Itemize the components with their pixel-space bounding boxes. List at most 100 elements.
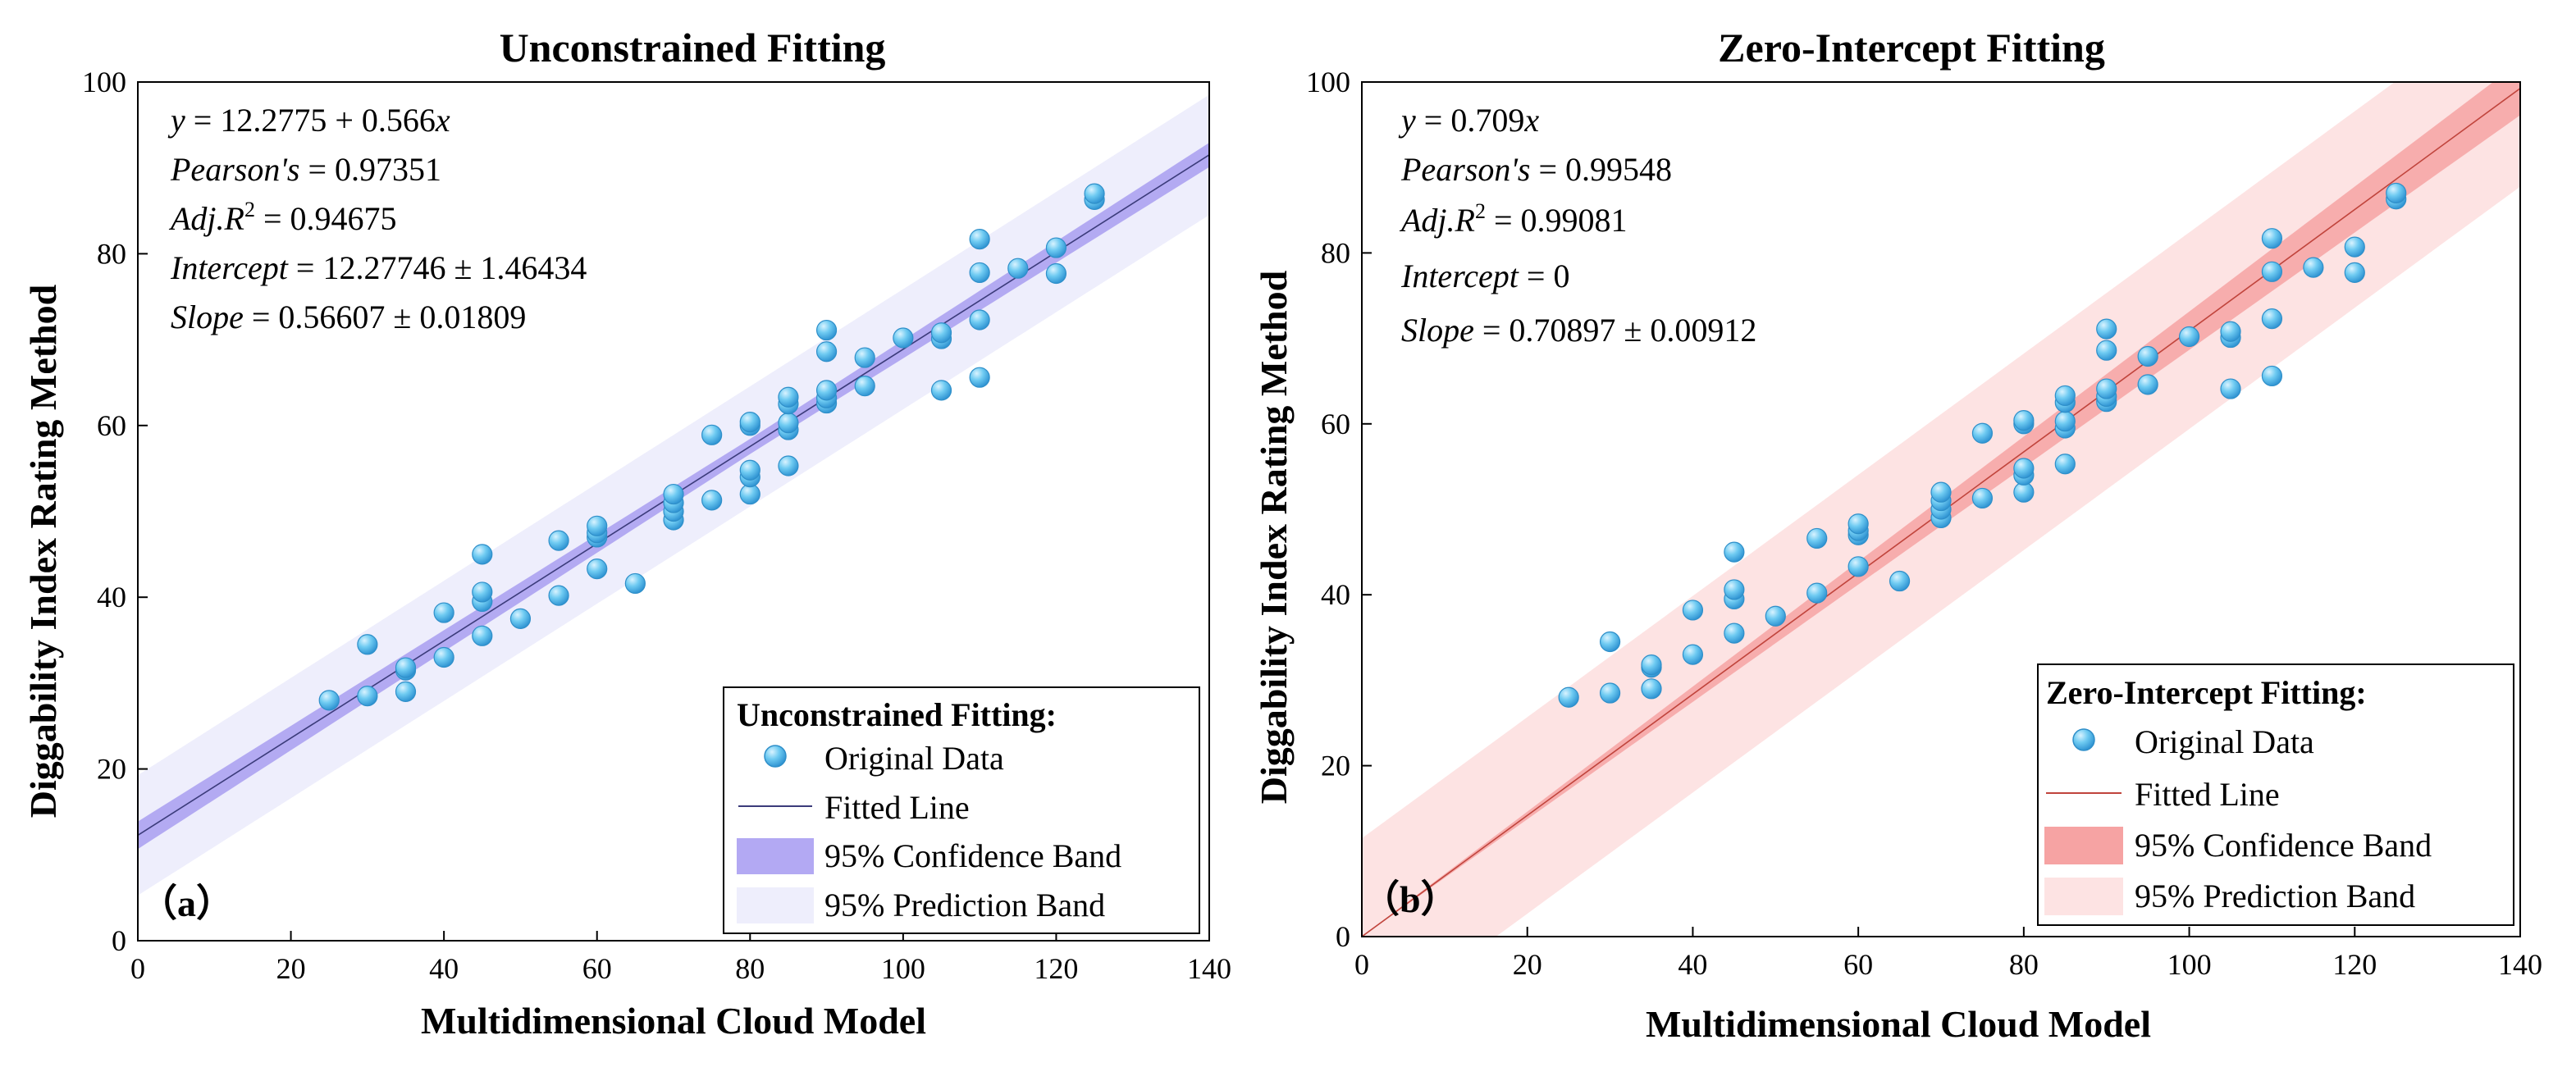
chart-title: Zero-Intercept Fitting (1718, 25, 2105, 71)
legend-pi-swatch (737, 887, 814, 923)
legend: Unconstrained Fitting: Original Data Fit… (723, 686, 1200, 934)
y-tick-label: 0 (112, 924, 126, 957)
x-tick-label: 0 (130, 952, 145, 985)
data-point (1724, 579, 1745, 600)
data-point (509, 608, 532, 629)
data-point (1765, 605, 1786, 627)
plot-frame (1361, 81, 2521, 937)
data-point (1971, 487, 1994, 509)
data-point (1724, 541, 1745, 563)
slope-text: Slope = 0.56607 ± 0.01809 (171, 299, 526, 335)
x-tick-label: 40 (429, 952, 459, 985)
data-point (548, 530, 569, 551)
data-point (1045, 237, 1067, 258)
x-tick-label: 60 (582, 952, 612, 985)
x-tick-label: 20 (1513, 948, 1542, 981)
fit-annotation: y = 12.2775 + 0.566x Pearson's = 0.97351… (167, 102, 587, 335)
legend-item-prediction-band: 95% Prediction Band (824, 887, 1105, 923)
y-tick-label: 100 (82, 66, 126, 98)
axis-ticks: 0 20 40 60 80 100 120 140 0 20 40 60 80 100 (82, 66, 1231, 985)
data-point (1848, 556, 1869, 577)
legend-ci-swatch (2044, 827, 2123, 864)
data-point (701, 424, 723, 445)
data-point (1682, 644, 1704, 665)
data-point (815, 319, 838, 341)
x-tick-label: 20 (276, 952, 306, 985)
data-point (318, 690, 340, 711)
data-point (624, 572, 646, 595)
data-point (2261, 365, 2283, 387)
data-point (663, 483, 684, 505)
data-point (2096, 378, 2117, 399)
x-tick-label: 100 (881, 952, 925, 985)
y-tick-label: 60 (1321, 408, 1350, 440)
legend-item-confidence-band: 95% Confidence Band (2135, 827, 2432, 864)
data-point (930, 322, 952, 344)
data-point (969, 367, 990, 388)
data-point (1084, 183, 1105, 204)
legend-point-marker (2072, 728, 2095, 751)
data-point (1724, 622, 1745, 644)
y-tick-label: 60 (97, 409, 126, 442)
data-point (2261, 308, 2283, 330)
data-point (1641, 654, 1662, 676)
data-point (739, 412, 760, 433)
legend-item-fitted-line: Fitted Line (824, 789, 970, 826)
panel-unconstrained: Unconstrained Fitting 0 20 40 60 80 100 120 140… (22, 25, 1231, 1042)
data-point (1641, 678, 1662, 700)
y-tick-label: 20 (97, 753, 126, 786)
panel-zero-intercept: Zero-Intercept Fitting 0 20 40 60 80 100 120 14… (1253, 25, 2542, 1045)
data-point (2261, 261, 2283, 282)
x-tick-label: 120 (1034, 952, 1078, 985)
data-points (1558, 182, 2407, 708)
x-tick-label: 60 (1843, 948, 1873, 981)
data-point (1930, 481, 1952, 503)
y-tick-label: 40 (97, 581, 126, 613)
data-point (2220, 378, 2241, 399)
data-point (2344, 262, 2365, 283)
data-point (2013, 410, 2035, 431)
data-point (1889, 570, 1911, 592)
y-tick-label: 80 (1321, 236, 1350, 269)
x-tick-label: 100 (2167, 948, 2212, 981)
data-point (815, 380, 838, 401)
x-tick-label: 140 (2498, 948, 2542, 981)
x-axis-label: Multidimensional Cloud Model (1646, 1003, 2151, 1045)
data-point (1599, 631, 1621, 653)
equation-text: y = 12.2775 + 0.566x (167, 102, 450, 139)
legend-title: Zero-Intercept Fitting: (2046, 674, 2367, 711)
intercept-text: Intercept = 0 (1400, 258, 1569, 294)
data-point (930, 380, 952, 401)
data-point (701, 490, 723, 511)
pearson-text: Pearson's = 0.97351 (170, 151, 441, 188)
legend-item-original-data: Original Data (824, 740, 1004, 777)
data-point (587, 559, 608, 580)
pearson-text: Pearson's = 0.99548 (1400, 151, 1672, 188)
data-point (433, 602, 454, 623)
data-point (395, 681, 417, 702)
data-point (739, 459, 760, 481)
y-tick-label: 100 (1306, 66, 1350, 98)
adj-r2-text: Adj.R2 = 0.99081 (1399, 199, 1628, 239)
data-point (969, 309, 990, 331)
axis-ticks: 0 20 40 60 80 100 120 140 0 20 40 60 80 100 (1306, 66, 2542, 981)
legend: Zero-Intercept Fitting: Original Data Fi… (2037, 663, 2514, 926)
data-point (2303, 257, 2324, 278)
fit-annotation: y = 0.709x Pearson's = 0.99548 Adj.R2 = … (1398, 102, 1756, 349)
panel-label: （a） (139, 882, 234, 924)
data-point (778, 386, 799, 408)
data-point (969, 229, 990, 250)
data-point (2054, 454, 2076, 475)
legend-point-marker (764, 745, 787, 768)
data-point (472, 581, 493, 603)
data-point (2013, 458, 2035, 479)
data-point (472, 544, 493, 565)
data-point (433, 646, 454, 668)
data-point (2178, 326, 2200, 348)
data-point (1045, 262, 1067, 285)
data-point (2386, 182, 2407, 204)
data-point (854, 376, 875, 397)
intercept-text: Intercept = 12.27746 ± 1.46434 (170, 249, 587, 286)
x-tick-label: 120 (2332, 948, 2377, 981)
data-point (778, 455, 799, 477)
